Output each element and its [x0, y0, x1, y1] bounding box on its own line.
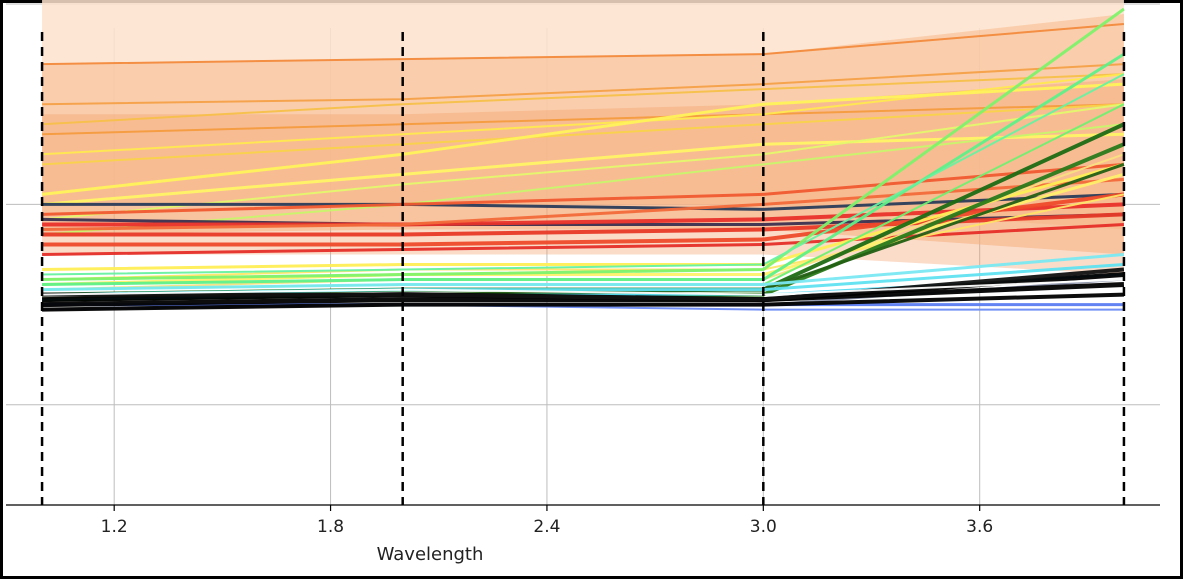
series-line [42, 103, 1124, 136]
series-line [42, 7, 1125, 282]
series-line [42, 267, 1125, 302]
x-tick-label: 1.2 [101, 517, 128, 537]
series-line [42, 23, 1125, 66]
series-line [42, 193, 1125, 281]
series-line [42, 202, 1125, 227]
series-line [42, 177, 1125, 231]
series-line [42, 162, 1125, 272]
series-line [42, 278, 1124, 296]
x-tick-label: 3.0 [750, 517, 777, 537]
series-line [41, 82, 1125, 196]
series-line [41, 123, 1125, 236]
series-line [42, 162, 1125, 216]
x-axis: 1.2 1.8 2.4 3.0 3.6 [6, 504, 1160, 537]
series-line [42, 73, 1124, 126]
series-line [42, 253, 1125, 292]
series-line [42, 103, 1124, 166]
x-axis-label: Wavelength [377, 544, 484, 565]
series-lines [41, 7, 1125, 312]
series-line [42, 282, 1125, 308]
x-tick-label: 3.6 [966, 517, 993, 537]
series-line [42, 73, 1125, 276]
series-line [41, 103, 1125, 221]
series-line [42, 172, 1125, 287]
series-line [42, 192, 1124, 211]
series-line [42, 222, 1125, 256]
x-tick-label: 1.8 [317, 517, 344, 537]
series-line [42, 212, 1125, 237]
vertical-markers [40, 32, 1126, 505]
series-line [42, 52, 1125, 287]
x-tick-label: 2.4 [533, 517, 560, 537]
series-line [42, 292, 1124, 312]
series-line [42, 63, 1124, 106]
confidence-bands [42, 0, 1124, 275]
